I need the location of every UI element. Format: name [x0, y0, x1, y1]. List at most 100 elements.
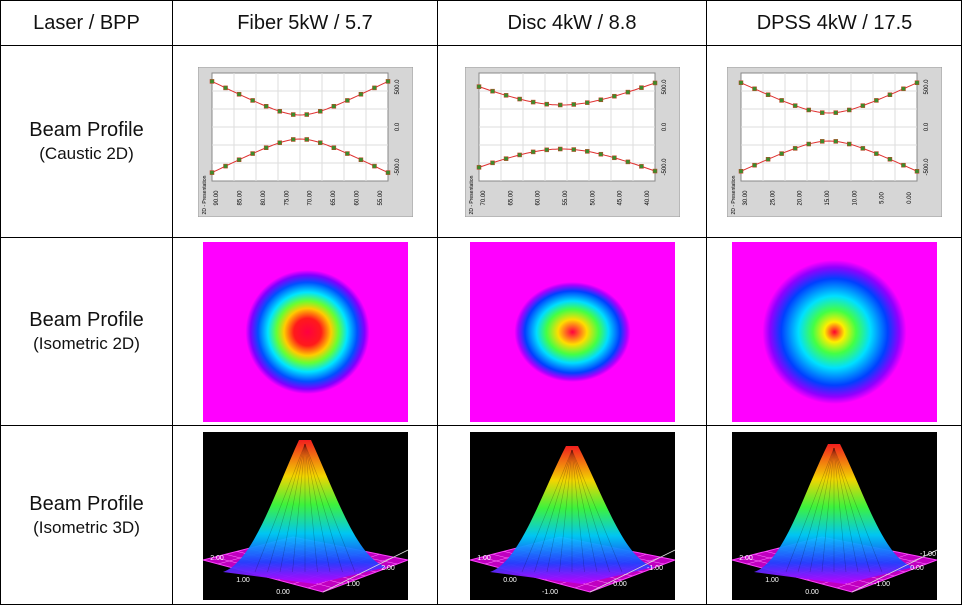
- measure-point: [887, 91, 893, 97]
- x-tick-label: 80.00: [260, 189, 266, 205]
- measure-point: [331, 103, 336, 109]
- measure-point: [765, 91, 771, 97]
- measure-point: [385, 78, 390, 84]
- axis-tick-label: 0.00: [276, 589, 290, 596]
- peak-mesh: [833, 447, 883, 572]
- row-label: Beam Profile: [29, 493, 144, 515]
- measure-point: [738, 79, 744, 85]
- measure-point: [263, 144, 268, 150]
- x-tick-label: 60.00: [535, 189, 541, 205]
- peak-mesh: [304, 443, 343, 572]
- measure-point: [222, 163, 228, 168]
- row-label-cell: Beam Profile (Isometric 2D): [1, 238, 173, 426]
- caustic-plot: 500.0 0.0 -500.0 30.00 25.00 20.00 15.00 10.00 5…: [727, 66, 942, 217]
- x-tick-label: 20.00: [798, 189, 804, 205]
- measure-point: [516, 152, 522, 157]
- measure-point: [476, 164, 481, 170]
- measure-point: [847, 141, 852, 146]
- axis-label: 2D - Presentation: [469, 175, 475, 214]
- axis-tick-label: 2.00: [739, 555, 753, 562]
- row-label: Beam Profile: [29, 309, 144, 331]
- measure-point: [249, 97, 255, 103]
- axis-tick-label: -1.00: [920, 551, 936, 558]
- axis-tick-label: 1.00: [477, 555, 491, 562]
- measure-point: [317, 139, 323, 145]
- peak-mesh: [571, 449, 622, 572]
- measure-point: [847, 107, 852, 112]
- measure-point: [263, 103, 268, 109]
- axis-tick-label: 0.00: [910, 565, 924, 572]
- peak-mesh: [304, 443, 355, 572]
- beam-profile-3d: 2.00 1.00 0.00 -1.00 0.00 -1.00: [732, 431, 937, 600]
- measure-point: [611, 155, 617, 160]
- beam-peak: [754, 443, 914, 584]
- measure-point: [290, 136, 295, 142]
- axis-tick-label: 1.00: [346, 581, 360, 588]
- x-tick-label: 0.00: [907, 191, 913, 203]
- peak-mesh: [266, 443, 305, 572]
- measure-point: [598, 151, 603, 156]
- measure-point: [317, 108, 323, 114]
- x-tick-label: 15.00: [825, 189, 831, 205]
- measure-point: [304, 111, 309, 117]
- header-cell: DPSS 4kW / 17.5: [707, 1, 961, 46]
- measure-point: [543, 147, 549, 152]
- measure-point: [752, 86, 757, 91]
- measure-point: [209, 169, 214, 175]
- header-cell: Disc 4kW / 8.8: [438, 1, 707, 46]
- x-tick-label: 5.00: [880, 191, 886, 203]
- row-label-cell: Beam Profile (Isometric 3D): [1, 426, 173, 604]
- measure-point: [652, 80, 657, 85]
- axis-label: 2D - Presentation: [731, 175, 737, 214]
- peak-mesh: [797, 447, 835, 572]
- y-tick-label: -500.0: [924, 157, 930, 175]
- measure-point: [516, 96, 522, 101]
- header-cell: Laser / BPP: [1, 1, 173, 46]
- axis-tick-label: 2.00: [210, 555, 224, 562]
- y-tick-label: 0.0: [662, 122, 668, 131]
- y-tick-label: 0.0: [395, 122, 401, 131]
- measure-point: [571, 146, 576, 152]
- measure-point: [819, 109, 825, 115]
- y-tick-label: 500.0: [395, 78, 401, 94]
- peak-mesh: [521, 449, 572, 572]
- x-tick-label: 55.00: [378, 189, 384, 205]
- measure-point: [222, 85, 228, 90]
- measure-point: [358, 91, 363, 97]
- image-cell: 2.00 1.00 0.00 1.00 2.00: [173, 426, 438, 604]
- axis-tick-label: -1.00: [647, 565, 663, 572]
- image-cell: [173, 238, 438, 426]
- x-tick-label: 65.00: [331, 189, 337, 205]
- measure-point: [276, 108, 282, 114]
- measure-point: [557, 102, 562, 107]
- peak-mesh: [533, 449, 572, 572]
- measure-point: [914, 79, 920, 85]
- beam-profile-2d: [469, 241, 675, 422]
- measure-point: [792, 102, 798, 108]
- y-tick-label: -500.0: [395, 157, 401, 175]
- x-tick-label: 55.00: [563, 189, 569, 205]
- measure-point: [371, 163, 377, 168]
- axis-tick-label: -1.00: [542, 589, 558, 596]
- measure-point: [638, 84, 644, 90]
- x-tick-label: 25.00: [770, 189, 776, 205]
- measure-point: [503, 155, 508, 161]
- measure-point: [209, 78, 214, 84]
- measure-point: [611, 93, 617, 98]
- beam-profile-3d: 1.00 0.00 -1.00 0.00 -1.00: [469, 431, 675, 600]
- axis-line: [322, 549, 408, 592]
- beam-peak: [489, 445, 654, 584]
- measure-point: [385, 169, 390, 175]
- peak-mesh: [809, 447, 835, 572]
- peak-mesh: [304, 443, 318, 572]
- measure-point: [530, 99, 535, 104]
- peak-mesh: [833, 447, 871, 572]
- caustic-plot: 500.0 0.0 -500.0 70.00 65.00 60.00 55.00 50.00 4…: [464, 66, 680, 217]
- measure-point: [638, 163, 644, 169]
- peak-mesh: [833, 447, 847, 572]
- measure-point: [489, 88, 495, 93]
- measure-point: [887, 156, 893, 162]
- measure-point: [276, 139, 282, 145]
- measure-point: [236, 91, 241, 97]
- measure-point: [792, 145, 798, 151]
